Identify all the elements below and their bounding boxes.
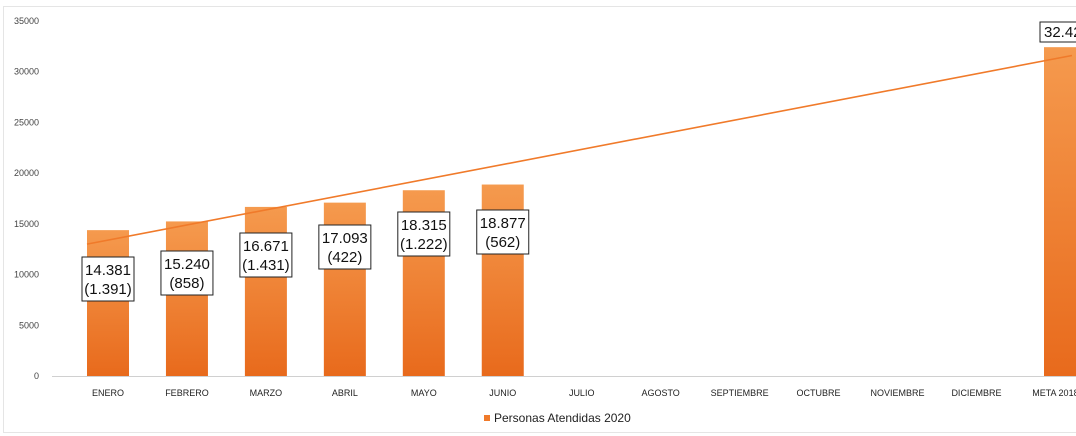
y-tick-label: 25000: [14, 117, 39, 127]
data-label-value: 18.877: [480, 215, 526, 232]
bar: [87, 230, 129, 376]
y-tick-label: 35000: [14, 16, 39, 26]
x-tick-label: ABRIL: [332, 388, 358, 398]
data-label-value: 16.671: [243, 238, 289, 255]
data-label: 32.42: [1040, 22, 1076, 42]
data-label-value: 17.093: [322, 230, 368, 247]
y-tick-label: 5000: [19, 320, 39, 330]
x-axis: ENERO FEBRERO MARZO ABRIL MAYO JUNIO JULIO AGOS…: [92, 388, 1076, 398]
x-tick-label: NOVIEMBRE: [870, 388, 924, 398]
data-label: 16.671 (1.431): [240, 233, 292, 277]
data-labels: 14.381 (1.391) 15.240 (858) 16.671 (1.431) 17.…: [82, 22, 1076, 301]
legend-swatch: [484, 415, 490, 421]
data-label: 15.240 (858): [161, 251, 213, 295]
bar: [166, 221, 208, 376]
legend: Personas Atendidas 2020: [484, 411, 631, 425]
trendline: [87, 55, 1072, 244]
bar: [1044, 47, 1076, 376]
x-tick-label: JULIO: [569, 388, 595, 398]
bars: [87, 47, 1076, 376]
x-tick-label: JUNIO: [489, 388, 516, 398]
x-tick-label: MAYO: [411, 388, 437, 398]
x-tick-label: AGOSTO: [641, 388, 679, 398]
data-label: 18.877 (562): [477, 210, 529, 254]
data-label-delta: (1.431): [242, 257, 290, 274]
data-label-value: 14.381: [85, 262, 131, 279]
y-tick-label: 0: [34, 371, 39, 381]
x-tick-label: ENERO: [92, 388, 124, 398]
y-tick-label: 15000: [14, 219, 39, 229]
y-tick-label: 30000: [14, 67, 39, 77]
data-label: 14.381 (1.391): [82, 257, 134, 301]
data-label: 18.315 (1.222): [398, 212, 450, 256]
x-tick-label: FEBRERO: [165, 388, 209, 398]
data-label: 17.093 (422): [319, 225, 371, 269]
y-axis: 0 5000 10000 15000 20000 25000 30000 35000: [14, 16, 39, 381]
x-tick-label: SEPTIEMBRE: [711, 388, 769, 398]
data-label-delta: (858): [169, 275, 204, 292]
data-label-value: 32.42: [1044, 24, 1076, 41]
data-label-delta: (562): [485, 234, 520, 251]
trendline-path: [87, 55, 1072, 244]
chart-frame: [4, 7, 1076, 433]
data-label-delta: (1.222): [400, 236, 448, 253]
data-label-value: 15.240: [164, 256, 210, 273]
x-tick-label: META 2018: [1032, 388, 1076, 398]
y-tick-label: 10000: [14, 270, 39, 280]
x-tick-label: OCTUBRE: [797, 388, 841, 398]
x-tick-label: DICIEMBRE: [951, 388, 1001, 398]
legend-label: Personas Atendidas 2020: [494, 411, 631, 425]
data-label-value: 18.315: [401, 217, 447, 234]
x-tick-label: MARZO: [250, 388, 283, 398]
bar: [245, 207, 287, 376]
y-tick-label: 20000: [14, 168, 39, 178]
data-label-delta: (1.391): [84, 281, 132, 298]
data-label-delta: (422): [327, 249, 362, 266]
